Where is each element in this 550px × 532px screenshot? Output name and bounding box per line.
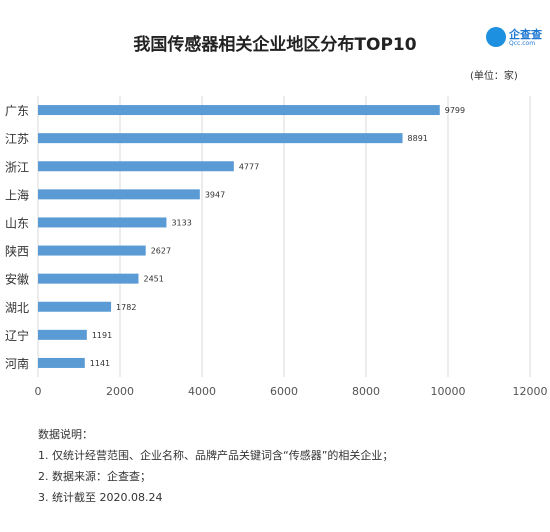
unit-label: (单位：家) <box>470 71 518 82</box>
x-tick-label: 4000 <box>188 385 216 398</box>
bar <box>38 273 139 284</box>
bar <box>38 105 440 116</box>
bar <box>38 245 146 256</box>
category-label: 广东 <box>5 104 29 118</box>
value-label: 1782 <box>116 303 136 312</box>
value-label: 2451 <box>143 275 163 284</box>
notes-line-1: 1. 仅统计经营范围、企业名称、品牌产品关键词含“传感器”的相关企业； <box>38 449 394 462</box>
bar <box>38 161 234 172</box>
value-label: 1141 <box>90 359 110 368</box>
value-label: 9799 <box>445 106 465 115</box>
x-tick-label: 12000 <box>513 385 548 398</box>
notes-line-3: 3. 统计截至 2020.08.24 <box>38 491 163 504</box>
notes-heading: 数据说明： <box>38 428 93 441</box>
value-label: 4777 <box>239 162 259 171</box>
value-label: 2627 <box>151 247 171 256</box>
bar <box>38 357 85 368</box>
logo-domain: Qcc.com <box>509 40 536 47</box>
x-tick-label: 10000 <box>431 385 466 398</box>
x-tick-label: 2000 <box>106 385 134 398</box>
chart-title: 我国传感器相关企业地区分布TOP10 <box>133 35 417 55</box>
bar <box>38 217 167 228</box>
bar <box>38 301 112 312</box>
logo-name: 企查查 <box>509 28 542 41</box>
category-label: 上海 <box>5 187 29 202</box>
value-label: 3133 <box>171 218 191 227</box>
notes-line-2: 2. 数据来源：企查查； <box>38 470 151 483</box>
category-label: 辽宁 <box>5 328 29 343</box>
x-tick-label: 0 <box>35 385 42 398</box>
bar <box>38 189 200 200</box>
bar <box>38 329 87 340</box>
value-label: 3947 <box>205 190 225 199</box>
bar-chart: 0 2000 4000 6000 8000 10000 12000 广东 9799 江苏 8891 浙… <box>5 96 548 398</box>
category-label: 江苏 <box>5 132 29 146</box>
value-label: 1191 <box>92 331 112 340</box>
data-notes: 数据说明： 1. 仅统计经营范围、企业名称、品牌产品关键词含“传感器”的相关企业… <box>38 424 393 508</box>
category-label: 陕西 <box>5 244 29 259</box>
qcc-logo: 企查查 Qcc.com <box>486 26 550 52</box>
x-tick-label: 6000 <box>270 385 298 398</box>
category-label: 河南 <box>5 356 29 371</box>
x-tick-label: 8000 <box>352 385 380 398</box>
category-label: 浙江 <box>5 160 29 174</box>
category-label: 山东 <box>5 216 29 230</box>
category-label: 安徽 <box>5 272 29 287</box>
qcc-logo-icon <box>486 27 506 47</box>
value-label: 8891 <box>408 134 428 143</box>
bar <box>38 133 403 144</box>
category-label: 湖北 <box>5 300 29 315</box>
